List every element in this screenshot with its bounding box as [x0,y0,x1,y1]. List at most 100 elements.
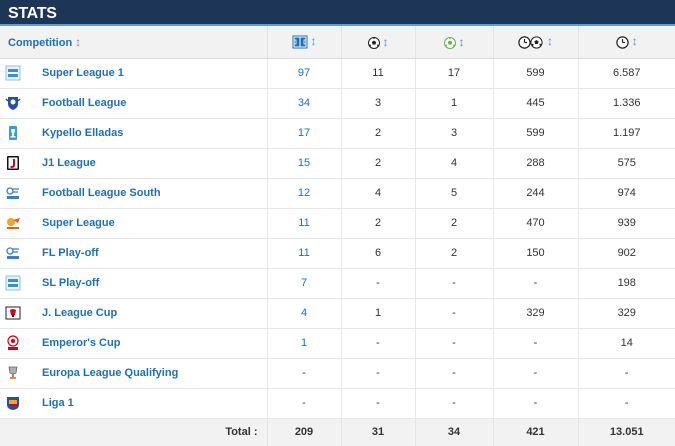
assists-icon [443,36,456,49]
j1-league-logo-icon [7,156,19,170]
goals-cell: - [340,358,415,389]
assists-cell: - [414,298,493,329]
minutes-per-goal-cell: 150 [492,238,578,269]
competition-link[interactable]: J. League Cup [42,307,118,319]
competition-link[interactable]: Kypello Elladas [42,127,124,139]
table-row: Super League 11 2 2 470 939 [0,208,675,239]
football-league-logo-icon [5,97,21,110]
appearances-cell[interactable]: 15 [266,148,341,179]
appearances-cell[interactable]: 97 [266,58,341,89]
appearances-link[interactable]: 11 [298,217,310,229]
competition-cell: FL Play-off [0,238,267,269]
appearances-link[interactable]: 12 [297,187,311,199]
competition-cell: SL Play-off [0,268,267,299]
total-goals: 31 [340,418,415,446]
minutes-per-goal-icon [518,36,543,49]
goals-cell: 4 [340,178,415,209]
appearances-cell[interactable]: 1 [266,328,341,359]
minutes-played-cell: 575 [577,148,675,179]
assists-cell: - [414,388,493,419]
competition-cell: Super League 1 [0,58,267,89]
minutes-played-cell: 939 [577,208,675,239]
totals-label: Total : [0,418,267,446]
minutes-played-cell: - [577,358,675,389]
goals-cell: - [340,268,415,299]
goals-cell: 2 [340,208,415,239]
competition-link[interactable]: Super League [42,217,115,229]
appearances-link[interactable]: 34 [297,97,311,109]
appearances-link[interactable]: - [302,397,306,409]
minutes-per-goal-cell: 288 [492,148,578,179]
goals-cell: 2 [340,118,415,149]
appearances-cell[interactable]: 34 [266,88,341,119]
appearances-cell[interactable]: - [266,388,341,419]
appearances-link[interactable]: 7 [300,277,308,289]
competition-link[interactable]: Football League [42,97,127,109]
appearances-cell[interactable]: 4 [266,298,341,329]
super-league-logo-icon [7,218,20,229]
appearances-cell[interactable]: - [266,358,341,389]
competition-link[interactable]: Liga 1 [42,397,74,409]
competition-link[interactable]: FL Play-off [42,247,99,259]
minutes-per-goal-column-header[interactable]: ↕ [492,26,578,59]
competition-header-label: Competition [8,36,73,49]
table-row: J. League Cup 4 1 - 329 329 [0,298,675,329]
minutes-per-goal-cell: 329 [492,298,578,329]
assists-cell: 3 [414,118,493,149]
assists-cell: 2 [414,238,493,269]
sort-icon: ↕ [75,34,82,49]
appearances-link[interactable]: 97 [297,67,311,79]
minutes-played-cell: 329 [577,298,675,329]
table-row: J1 League 15 2 4 288 575 [0,148,675,179]
competition-cell: J. League Cup [0,298,267,329]
competition-cell: Football League [0,88,267,119]
minutes-played-cell: - [577,388,675,419]
competition-link[interactable]: Europa League Qualifying [42,367,179,379]
assists-cell: - [414,358,493,389]
table-row: Liga 1 - - - - - [0,388,675,419]
sort-icon: ↕ [458,34,465,49]
goals-cell: 2 [340,148,415,179]
super-league-1-logo-icon [5,65,21,81]
assists-cell: - [414,268,493,299]
stats-header: STATS [0,0,675,26]
totals-row: Total : 209 31 34 421 13.051 [0,418,675,446]
assists-cell: 5 [414,178,493,209]
appearances-cell[interactable]: 11 [266,208,341,239]
appearances-link[interactable]: 4 [300,307,308,319]
appearances-cell[interactable]: 11 [266,238,341,269]
competition-link[interactable]: Football League South [42,187,161,199]
minutes-played-cell: 1.336 [577,88,675,119]
table-row: Emperor's Cup 1 - - - 14 [0,328,675,359]
appearances-link[interactable]: - [302,367,306,379]
competition-link[interactable]: Super League 1 [42,67,124,79]
competition-link[interactable]: Emperor's Cup [42,337,121,349]
assists-column-header[interactable]: ↕ [414,26,493,59]
appearances-cell[interactable]: 7 [266,268,341,299]
goals-column-header[interactable]: ↕ [340,26,415,59]
minutes-per-goal-cell: 445 [492,88,578,119]
competition-link[interactable]: SL Play-off [42,277,100,289]
appearances-link[interactable]: 11 [298,247,310,259]
assists-cell: 4 [414,148,493,179]
assists-cell: 2 [414,208,493,239]
j-league-cup-logo-icon [5,306,21,320]
appearances-link[interactable]: 15 [297,157,311,169]
competition-column-header[interactable]: Competition ↕ [0,26,267,59]
appearances-link[interactable]: 1 [300,337,308,349]
fl-play-off-logo-icon [6,247,19,259]
table-row: Super League 1 97 11 17 599 6.587 [0,58,675,89]
minutes-played-icon [616,36,629,49]
emperors-cup-logo-icon [7,335,19,350]
minutes-per-goal-cell: 599 [492,118,578,149]
sl-play-off-logo-icon [5,275,21,291]
minutes-per-goal-cell: - [492,358,578,389]
minutes-played-cell: 198 [577,268,675,299]
appearances-column-header[interactable]: ↕ [266,26,341,59]
competition-link[interactable]: J1 League [42,157,96,169]
appearances-link[interactable]: 17 [297,127,311,139]
appearances-cell[interactable]: 17 [266,118,341,149]
appearances-cell[interactable]: 12 [266,178,341,209]
sort-icon: ↕ [547,34,553,49]
minutes-played-column-header[interactable]: ↕ [577,26,675,59]
